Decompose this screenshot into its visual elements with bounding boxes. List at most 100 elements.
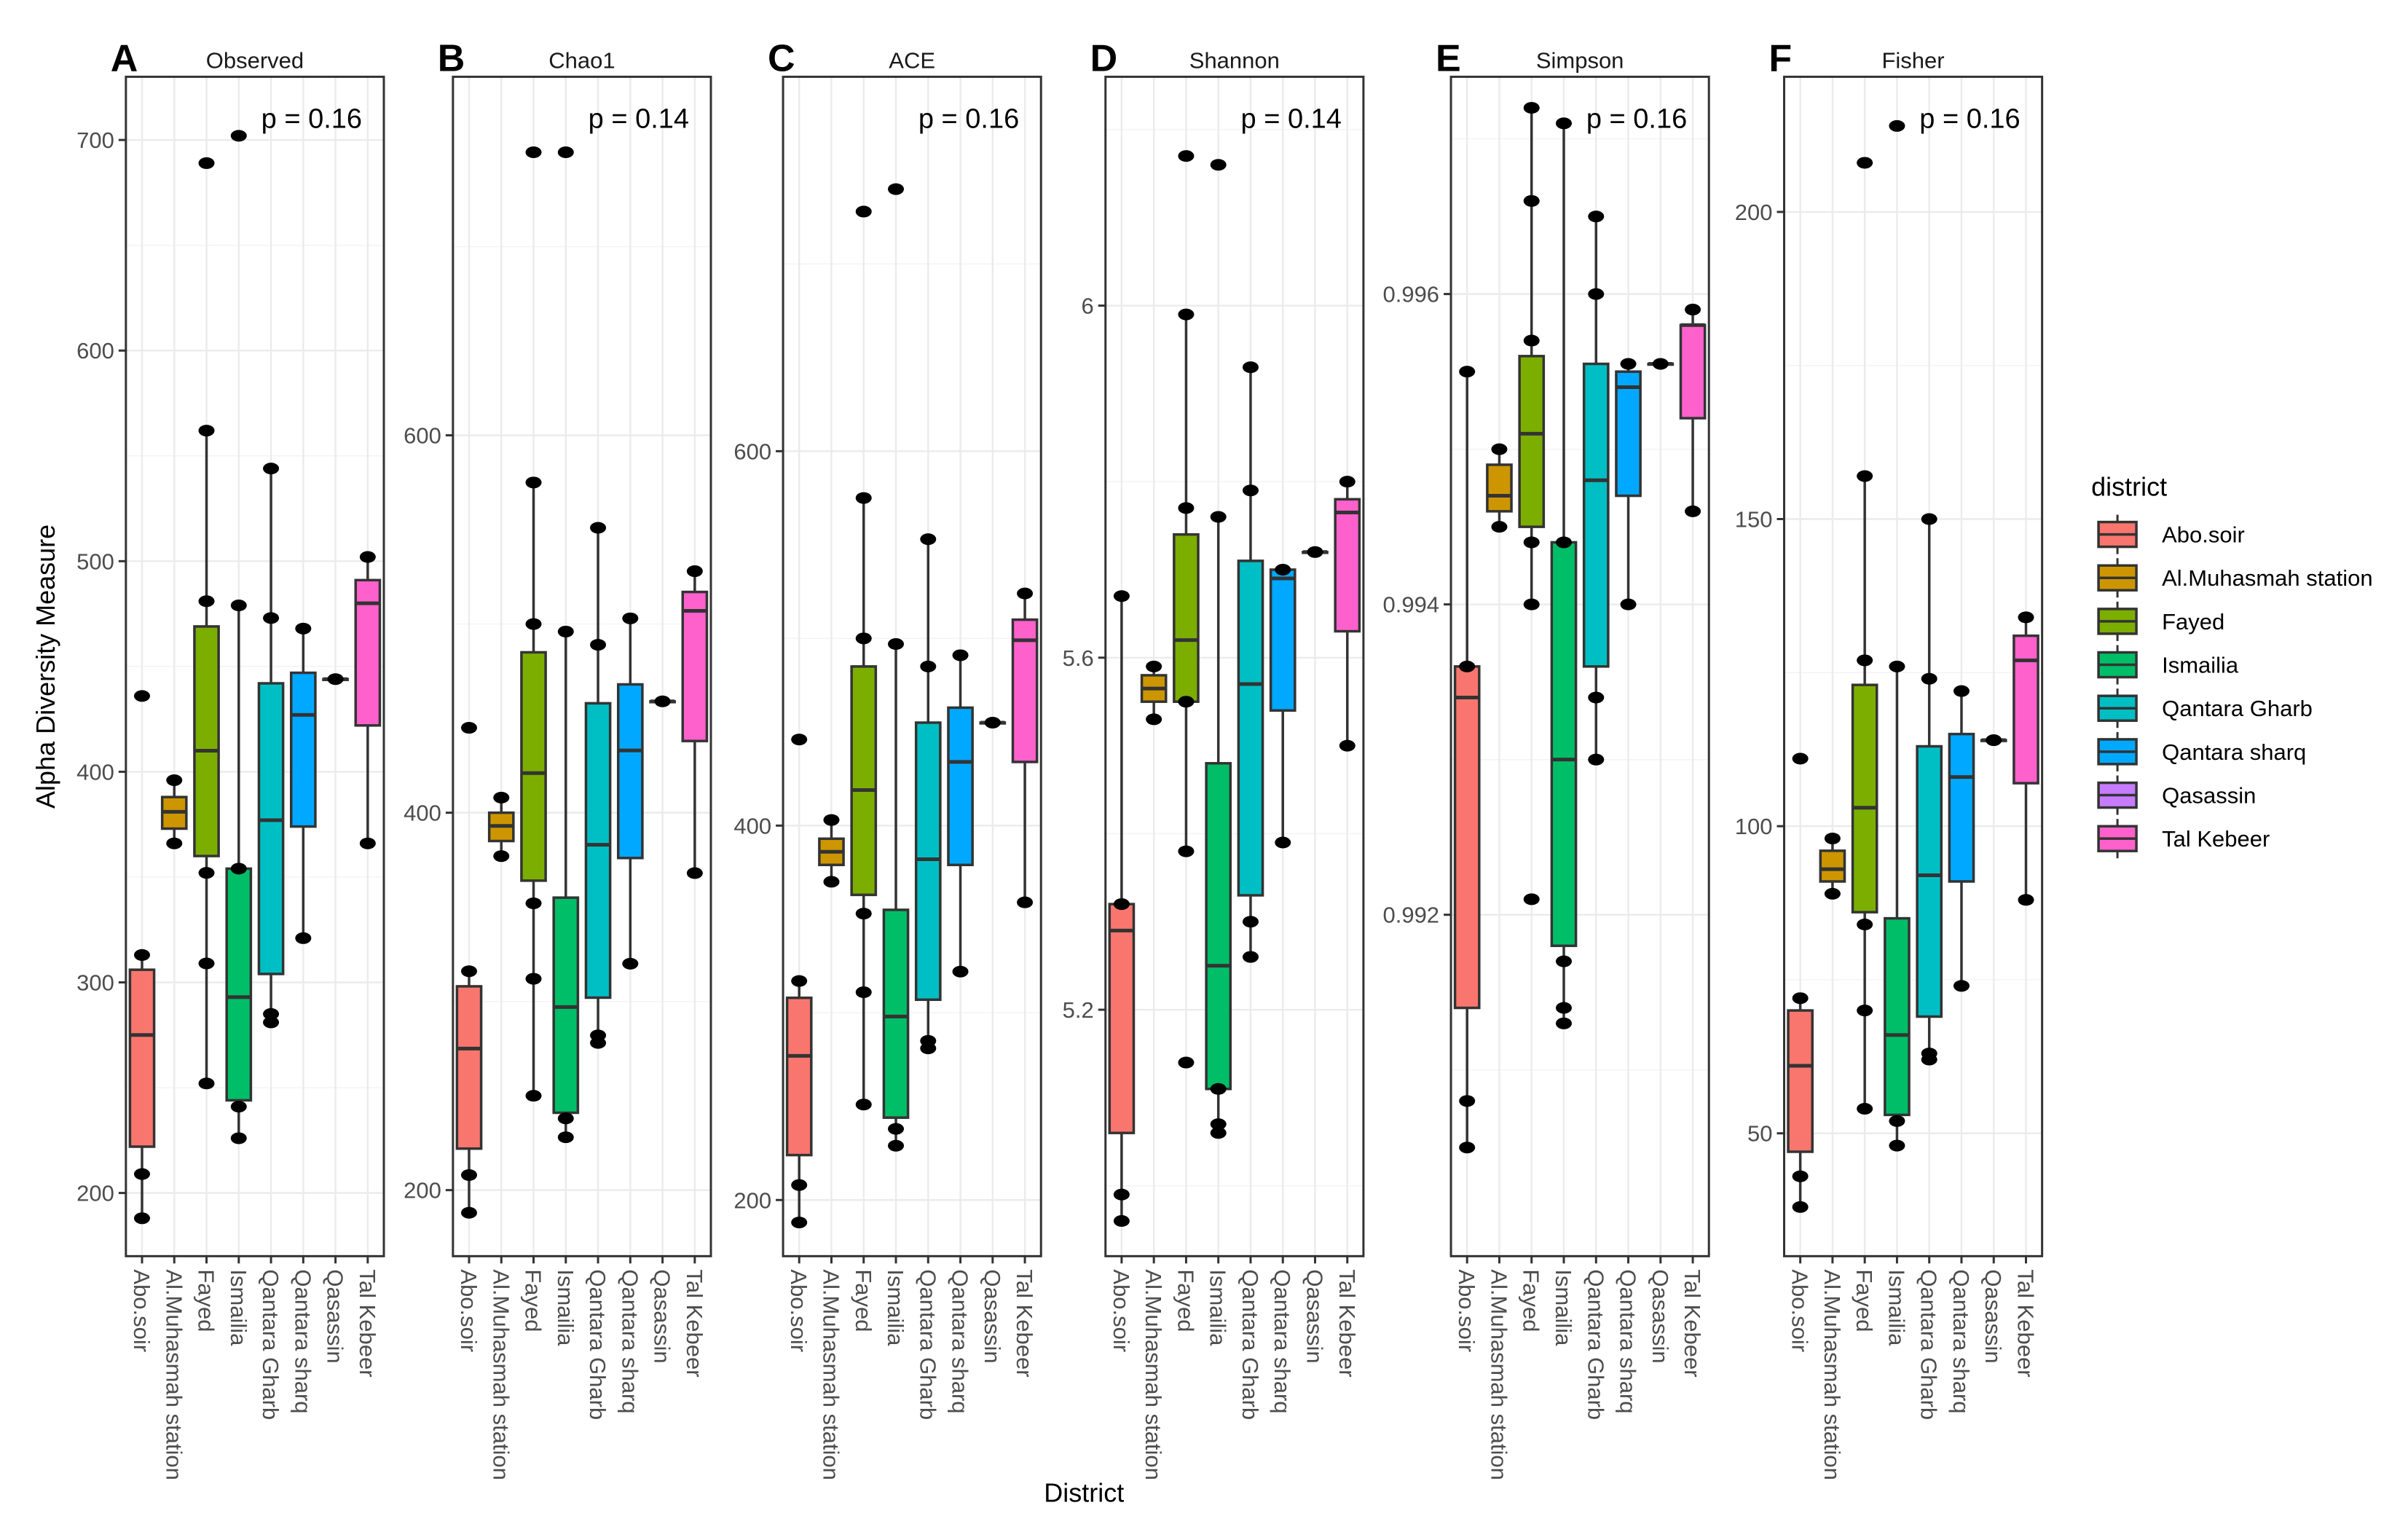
box-fayed <box>193 157 220 1090</box>
y-tick-label: 200 <box>1735 200 1773 225</box>
x-tick-label: Qasassin <box>980 1269 1005 1363</box>
data-point <box>133 948 150 961</box>
data-point <box>1555 1017 1572 1029</box>
data-point <box>791 734 808 746</box>
p-value-annotation: p = 0.14 <box>1241 103 1342 134</box>
panel-letter: B <box>438 37 465 79</box>
data-point <box>1588 288 1605 300</box>
data-point <box>133 1168 150 1180</box>
legend-label: Al.Muhasmah station <box>2162 565 2372 591</box>
box-fayed <box>850 205 878 1111</box>
box-qantara-sharq <box>1269 563 1297 849</box>
box-iqr <box>1916 745 1943 1018</box>
legend: district Abo.soir Al.Muhasmah station Fayed… <box>2091 471 2373 859</box>
x-tick-label: Fayed <box>1519 1269 1544 1332</box>
panel-border <box>1782 75 2044 1257</box>
data-point <box>1523 598 1540 610</box>
box-ismailia <box>1205 159 1232 1139</box>
x-tick-label: Qantara sharq <box>1948 1269 1974 1413</box>
data-point <box>1210 159 1227 171</box>
data-point <box>590 522 607 534</box>
panel-title: Simpson <box>1536 47 1624 73</box>
box-iqr <box>1237 559 1264 897</box>
box-tal-kebeer <box>354 551 382 849</box>
data-point <box>1889 1115 1905 1127</box>
panel-title: Observed <box>206 47 304 73</box>
x-tick-label: Ismailia <box>1205 1269 1231 1346</box>
data-point <box>230 130 247 142</box>
box-qasassin <box>1647 358 1675 370</box>
data-point <box>198 867 215 879</box>
data-point <box>1824 887 1841 900</box>
legend-item: Ismailia <box>2097 645 2239 685</box>
x-tick-label: Al.Muhasmah station <box>1141 1269 1166 1480</box>
box-iqr <box>289 671 317 828</box>
data-point <box>1555 1002 1572 1014</box>
box-iqr <box>520 651 547 882</box>
box-qantara-gharb <box>1237 361 1264 963</box>
y-tick-label: 600 <box>76 338 114 364</box>
panel-title: ACE <box>889 47 935 73</box>
x-tick-label: Al.Muhasmah station <box>818 1269 843 1480</box>
data-point <box>1523 893 1540 906</box>
box-al-muhasmah-station <box>487 791 515 863</box>
data-point <box>1588 691 1605 704</box>
x-tick-label: Fayed <box>194 1269 219 1332</box>
data-point <box>1113 590 1130 602</box>
y-tick-label: 500 <box>76 549 114 574</box>
panel-simpson: 0.992 0.994 0.996 Abo.soir Al.Muhasmah stati… <box>1382 37 1710 1480</box>
box-ismailia <box>552 146 580 1144</box>
plot-background <box>1105 76 1364 1257</box>
panel-border <box>125 75 385 1257</box>
plot-background <box>1451 76 1709 1257</box>
y-tick-label: 400 <box>404 801 441 826</box>
box-iqr <box>1851 683 1878 914</box>
data-point <box>1652 358 1669 370</box>
data-point <box>1242 951 1259 963</box>
y-tick-label: 700 <box>76 127 114 153</box>
box-ismailia <box>1550 117 1578 1029</box>
x-tick-label: Al.Muhasmah station <box>161 1269 186 1480</box>
data-point <box>791 1217 808 1229</box>
legend-item: Al.Muhasmah station <box>2097 558 2373 598</box>
data-point <box>133 1212 150 1225</box>
data-point <box>920 660 937 672</box>
data-point <box>823 876 840 888</box>
data-point <box>263 463 280 475</box>
y-tick-label: 200 <box>76 1181 114 1206</box>
data-point <box>198 157 215 169</box>
data-point <box>460 965 477 978</box>
data-point <box>525 973 542 985</box>
box-iqr <box>1582 362 1610 668</box>
panel-chao1: 200 400 600 Abo.soir Al.Muhasmah station Faye… <box>404 37 712 1480</box>
legend-item: Qasassin <box>2097 775 2256 815</box>
data-point <box>460 1206 477 1219</box>
data-point <box>198 595 215 608</box>
box-qasassin <box>649 695 676 707</box>
data-point <box>295 622 312 635</box>
x-tick-label: Ismailia <box>1884 1269 1909 1346</box>
legend-label: Ismailia <box>2162 653 2239 678</box>
box-abo-soir <box>785 734 813 1229</box>
box-iqr <box>1518 355 1546 528</box>
y-tick-label: 300 <box>76 970 114 996</box>
data-point <box>952 965 969 978</box>
data-point <box>1242 484 1259 497</box>
data-point <box>493 850 510 863</box>
x-tick-label: Qantara sharq <box>1616 1269 1641 1413</box>
data-point <box>1523 334 1540 347</box>
data-point <box>263 612 280 624</box>
legend-item: Tal Kebeer <box>2097 819 2270 859</box>
box-iqr <box>1884 916 1911 1117</box>
box-qantara-gharb <box>257 463 285 1029</box>
x-tick-label: Al.Muhasmah station <box>1819 1269 1845 1480</box>
data-point <box>1210 1083 1227 1095</box>
y-tick-label: 200 <box>404 1178 441 1203</box>
legend-label: Qantara Gharb <box>2162 696 2313 721</box>
y-tick-label: 5.2 <box>1063 997 1094 1023</box>
p-value-annotation: p = 0.16 <box>261 103 362 134</box>
data-point <box>263 1008 280 1020</box>
data-point <box>1459 1142 1476 1154</box>
panel-border <box>1104 75 1365 1257</box>
box-iqr <box>681 590 709 742</box>
